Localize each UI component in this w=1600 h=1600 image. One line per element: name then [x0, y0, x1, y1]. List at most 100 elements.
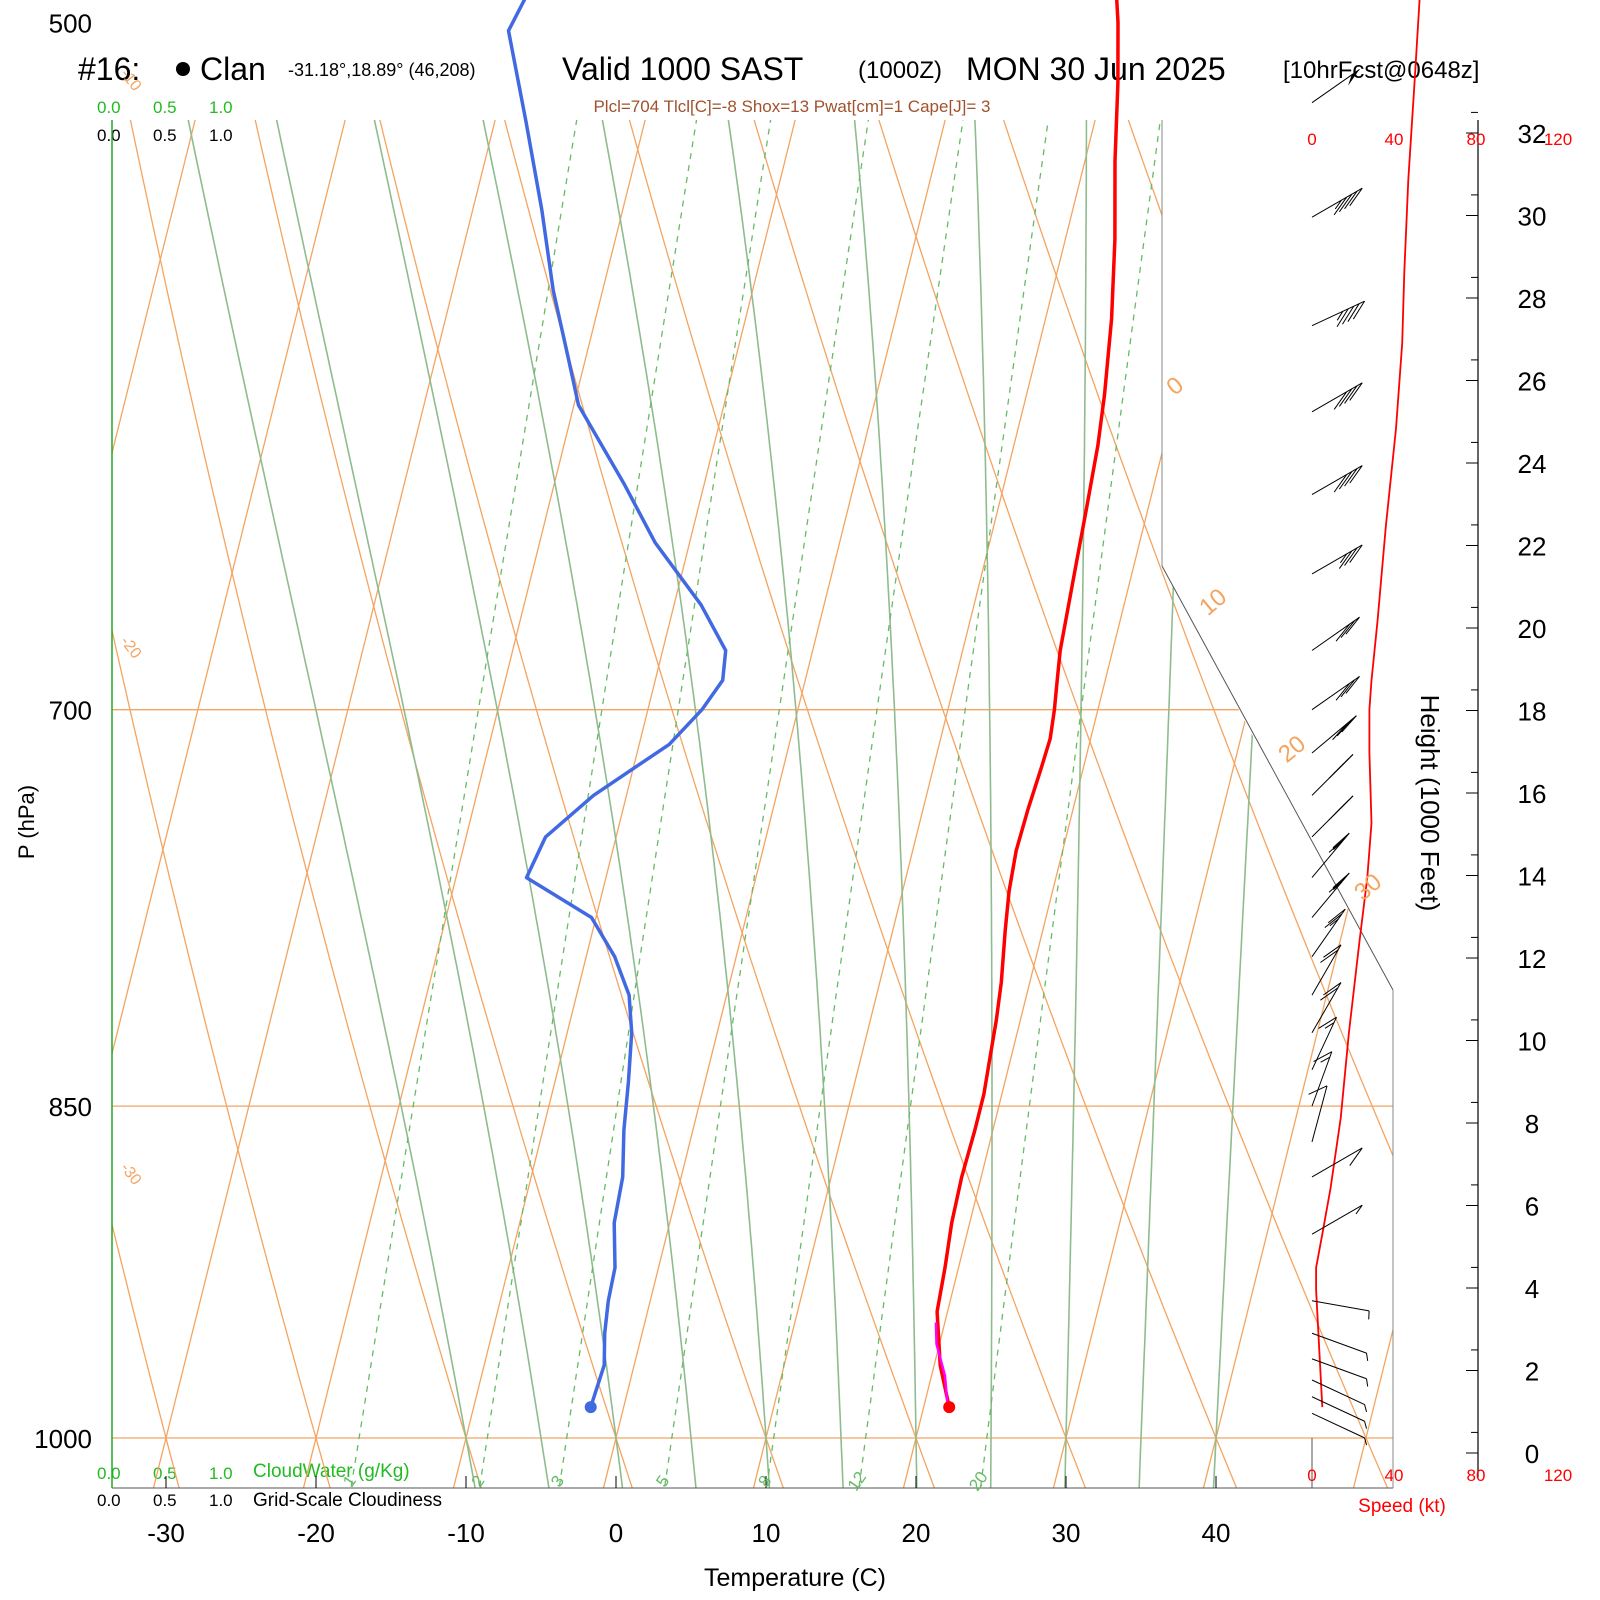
- isotherm-line: [140, 120, 895, 1488]
- wind-barb-feather: [1324, 913, 1343, 929]
- wind-barb-staff: [1311, 1051, 1333, 1107]
- cloudcover-tick: 1.0: [209, 126, 233, 145]
- wind-barb-feather: [1332, 832, 1350, 849]
- moist-adiabat-line: [1136, 120, 1213, 1488]
- wind-barb-staff: [1311, 982, 1342, 1034]
- station-id: #16:: [78, 51, 140, 87]
- wind-barb-feather: [1352, 300, 1365, 320]
- cloudwater-tick: 1.0: [209, 98, 233, 117]
- cloudwater-tick: 0.5: [153, 98, 177, 117]
- dry-adiabat-line: [170, 120, 954, 1488]
- height-tick-label: 2: [1525, 1357, 1539, 1387]
- mixing-ratio-line: [477, 120, 788, 1488]
- height-tick-label: 24: [1518, 449, 1547, 479]
- isotherm-line: [112, 120, 145, 1488]
- dry-adiabat-line: [0, 0, 40, 1538]
- wind-barb-half-feather: [1364, 1404, 1368, 1412]
- wind-barb-staff: [1311, 1085, 1328, 1142]
- pressure-tick-label: 850: [49, 1092, 92, 1122]
- wind-barb-staff: [1311, 187, 1363, 218]
- moist-adiabat-line: [435, 120, 846, 1488]
- cloudcover-tick: 1.0: [209, 1491, 233, 1510]
- wind-barb-half-feather: [1336, 311, 1344, 321]
- height-tick-label: 6: [1525, 1192, 1539, 1222]
- wind-barb: [1311, 872, 1350, 918]
- wind-barb-staff: [1311, 944, 1342, 996]
- wind-barb-half-feather: [1364, 1421, 1368, 1429]
- wind-barb-feather: [1349, 1147, 1363, 1166]
- wind-barb-feather: [1344, 547, 1358, 566]
- temperature-tick-label: 20: [902, 1518, 931, 1548]
- wind-barb-feather: [1335, 682, 1351, 701]
- isotherm-line: [112, 120, 445, 1488]
- dry-adiabat-line: [769, 120, 1393, 1488]
- wind-barb-feather: [1344, 385, 1358, 404]
- wind-barb-staff: [1311, 1358, 1367, 1380]
- wind-barb-half-feather: [1324, 1022, 1335, 1029]
- wind-barb-staff: [1311, 1017, 1337, 1070]
- wind-barb-feather: [1338, 193, 1353, 213]
- dry-adiabat-line: [112, 120, 802, 1488]
- height-tick-label: 14: [1518, 862, 1547, 892]
- cloud-scale-bottom: 0.0 0.5 1.0 CloudWater (g/Kg) 0.0 0.5 1.…: [97, 1461, 442, 1511]
- wind-barb-feather: [1340, 620, 1355, 639]
- wind-barb-feather: [1345, 616, 1360, 635]
- wind-barb: [1311, 382, 1363, 413]
- dry-adiabat-line: [112, 120, 498, 1488]
- speed-tick-label: 120: [1544, 1466, 1572, 1485]
- wind-barb-staff: [1311, 872, 1350, 918]
- temperature-tick-label: 10: [752, 1518, 781, 1548]
- temperature-line: [935, 0, 1120, 1408]
- isotherm-line: [112, 120, 745, 1488]
- wind-barb-staff: [1311, 715, 1357, 754]
- station-coords: -31.18°,18.89° (46,208): [288, 60, 476, 80]
- wind-barb-feather: [1335, 623, 1351, 642]
- wind-barb-staff: [1311, 832, 1350, 878]
- height-tick-label: 18: [1518, 697, 1547, 727]
- isotherm-line: [590, 120, 1345, 1488]
- speed-tick-label: 40: [1385, 130, 1404, 149]
- wind-barb-feather: [1320, 987, 1339, 1001]
- wind-barb: [1311, 982, 1342, 1034]
- wind-barb-feather: [1332, 723, 1348, 741]
- wind-barb: [1311, 1016, 1337, 1070]
- valid-zulu: (1000Z): [858, 57, 942, 84]
- wind-barb-half-feather: [1334, 199, 1342, 210]
- wind-barb-half-feather: [1329, 918, 1339, 927]
- cloudcover-tick: 0.5: [153, 1491, 177, 1510]
- wind-barb: [1311, 1204, 1363, 1235]
- wind-barb-half-feather: [1320, 1056, 1331, 1063]
- speed-tick-label: 80: [1467, 1466, 1486, 1485]
- wind-barb-half-feather: [1366, 1378, 1369, 1387]
- wind-barb-feather: [1318, 1016, 1337, 1029]
- isotherm-line: [890, 120, 1393, 1488]
- mixing-ratio-line: [662, 120, 955, 1488]
- wind-barb: [1311, 832, 1350, 878]
- height-tick-label: 28: [1518, 284, 1547, 314]
- cloudcover-label: Grid-Scale Cloudiness: [253, 1490, 442, 1511]
- wind-barb: [1311, 300, 1365, 328]
- station-name: Clan: [200, 51, 266, 87]
- x-axis-label: Temperature (C): [704, 1564, 886, 1592]
- wind-barb-feather: [1333, 196, 1348, 216]
- height-tick-label: 16: [1518, 779, 1547, 809]
- cloudwater-tick: 0.0: [97, 1464, 121, 1483]
- moist-adiabat-line: [112, 120, 630, 1488]
- cloudwater-tick: 1.0: [209, 1464, 233, 1483]
- dry-adiabat-line: [669, 120, 1393, 1488]
- forecast-hour: [10hrFcst@0648z]: [1283, 57, 1479, 84]
- wind-barb-feather: [1313, 1051, 1333, 1062]
- isotherm-line: [1040, 120, 1393, 1488]
- wind-barb-staff: [1311, 465, 1363, 495]
- wind-barb: [1311, 1332, 1369, 1361]
- isotherm-line: [440, 120, 1195, 1488]
- wind-barb-feather: [1349, 465, 1363, 484]
- pressure-tick-label: 700: [49, 696, 92, 726]
- speed-tick-label: 0: [1307, 1466, 1316, 1485]
- wind-barb-feather: [1323, 982, 1342, 996]
- wind-barb-staff: [1311, 300, 1365, 327]
- dry-adiabat-label: -30: [117, 1160, 145, 1189]
- mixing-ratio-label: 20: [965, 1468, 991, 1494]
- speed-tick-label: 0: [1307, 130, 1316, 149]
- wind-barb-staff: [1311, 69, 1360, 104]
